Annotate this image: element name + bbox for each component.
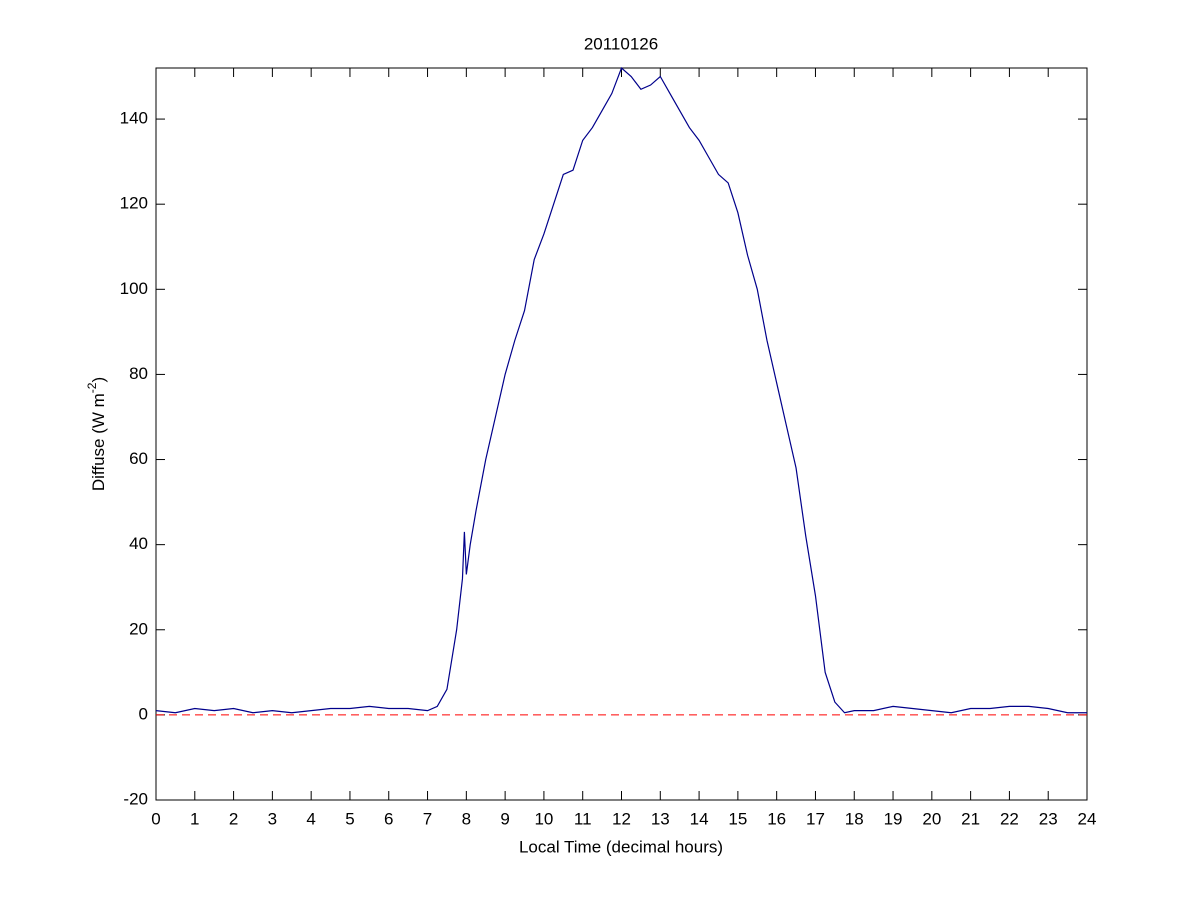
y-label-text: Diffuse (W m [89, 393, 108, 491]
x-tick-label: 21 [961, 809, 980, 828]
x-tick-label: 18 [845, 809, 864, 828]
x-tick-label: 24 [1078, 809, 1097, 828]
x-tick-label: 14 [690, 809, 709, 828]
x-tick-label: 17 [806, 809, 825, 828]
x-tick-label: 12 [612, 809, 631, 828]
line-series [155, 66, 1087, 714]
y-tick-label: 100 [120, 279, 148, 298]
y-label-sup: -2 [85, 382, 99, 393]
x-tick-label: 1 [190, 809, 199, 828]
x-tick-label: 2 [229, 809, 238, 828]
y-tick-label: 20 [129, 619, 148, 638]
x-tick-label: 6 [384, 809, 393, 828]
y-tick-label: 40 [129, 534, 148, 553]
x-tick-label: 5 [345, 809, 354, 828]
x-tick-label: 10 [534, 809, 553, 828]
x-tick-label: 0 [151, 809, 160, 828]
y-tick-label: 80 [129, 364, 148, 383]
x-tick-label: 4 [306, 809, 315, 828]
x-axis-label: Local Time (decimal hours) [519, 837, 723, 856]
x-tick-label: 3 [268, 809, 277, 828]
x-tick-label: 19 [884, 809, 903, 828]
x-tick-label: 22 [1000, 809, 1019, 828]
y-tick-label: 140 [120, 109, 148, 128]
y-tick-label: 60 [129, 449, 148, 468]
y-tick-label: 120 [120, 194, 148, 213]
chart-title: 20110126 [584, 34, 658, 53]
y-tick-label: -20 [123, 789, 148, 808]
x-tick-label: 7 [423, 809, 432, 828]
x-tick-label: 20 [922, 809, 941, 828]
x-tick-label: 23 [1039, 809, 1058, 828]
x-tick-label: 8 [462, 809, 471, 828]
x-tick-label: 13 [651, 809, 670, 828]
x-tick-label: 11 [574, 809, 592, 828]
x-tick-label: 15 [728, 809, 747, 828]
x-tick-label: 9 [500, 809, 509, 828]
y-label-suffix: ) [89, 377, 108, 383]
y-tick-label: 0 [139, 704, 148, 723]
y-axis-label: Diffuse (W m-2) [85, 377, 108, 491]
x-tick-label: 16 [767, 809, 786, 828]
